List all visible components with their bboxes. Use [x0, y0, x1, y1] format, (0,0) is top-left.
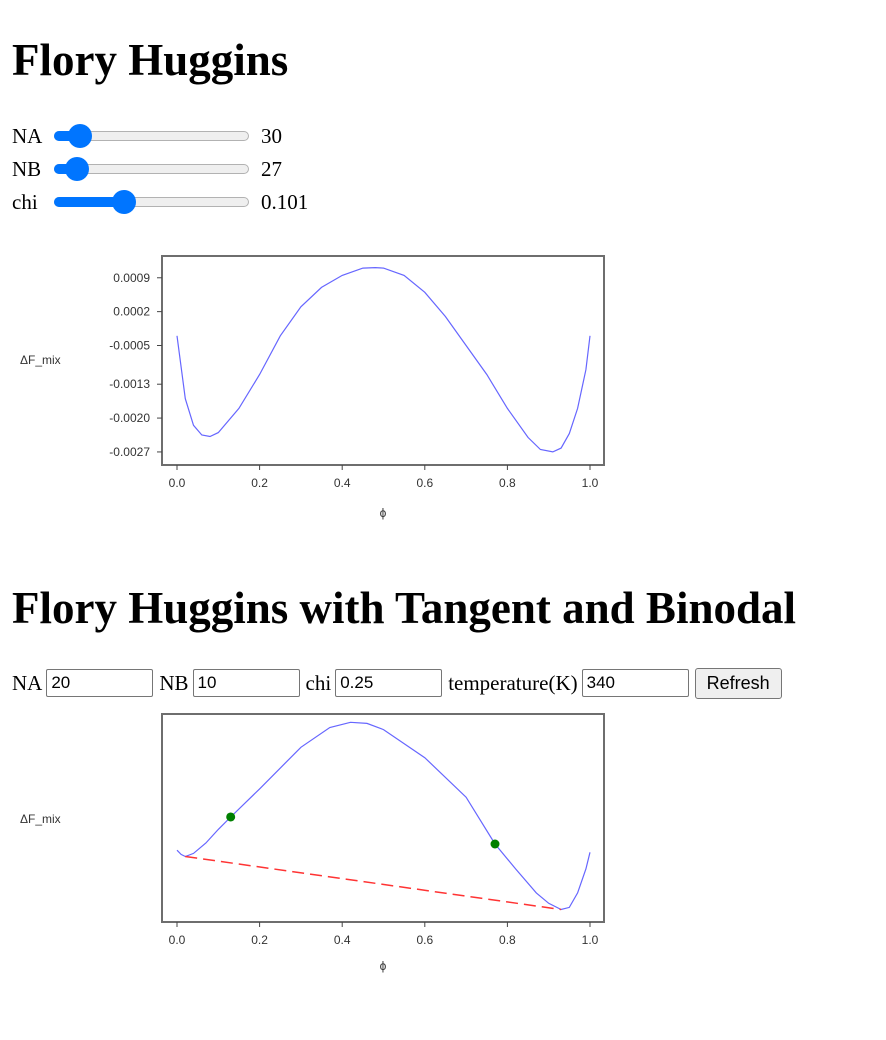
x-tick-label: 0.4: [334, 476, 351, 490]
parameter-controls: NA NB chi temperature(K) Refresh: [12, 667, 782, 699]
slider-label-chi: chi: [12, 189, 38, 214]
slider-thumb[interactable]: [68, 124, 93, 148]
x-tick-label: 0.0: [169, 476, 186, 490]
refresh-button[interactable]: Refresh: [694, 667, 782, 699]
x-tick-label: 0.6: [416, 933, 433, 947]
x-tick-label: 0.8: [499, 476, 516, 490]
plot-frame: [161, 255, 605, 466]
x-axis-ticks: 0.0 0.2 0.4 0.6 0.8 1.0: [169, 922, 599, 947]
binodal-points: [226, 812, 500, 849]
y-tick-label: 0.0002: [113, 305, 150, 319]
na-field-label: NA: [12, 670, 43, 695]
na-input[interactable]: [46, 669, 154, 697]
x-axis-label: ϕ: [380, 506, 387, 520]
temperature-input[interactable]: [581, 669, 689, 697]
y-tick-label: -0.0020: [109, 411, 150, 425]
section-title-tangent-binodal: Flory Huggins with Tangent and Binodal: [12, 583, 797, 633]
nb-value: 27: [261, 156, 282, 181]
chi-field-label: chi: [305, 670, 332, 695]
y-tick-label: -0.0027: [109, 445, 150, 459]
slider-thumb[interactable]: [65, 157, 90, 181]
y-tick-label: -0.0005: [109, 339, 150, 353]
tangent-binodal-chart-svg: 0.0 0.2 0.4 0.6 0.8 1.0 ΔF_mix ϕ: [20, 713, 605, 973]
free-energy-chart: 0.0 0.2 0.4 0.6 0.8 1.0 0.0009 0.0002 -0.0005 -0…: [0, 240, 640, 535]
x-tick-label: 1.0: [582, 476, 599, 490]
tangent-binodal-chart: 0.0 0.2 0.4 0.6 0.8 1.0 ΔF_mix ϕ: [0, 700, 640, 985]
temperature-field-label: temperature(K): [448, 670, 578, 695]
y-axis-ticks: 0.0009 0.0002 -0.0005 -0.0013 -0.0020 -0.0027: [109, 271, 162, 459]
free-energy-curve: [176, 721, 591, 911]
binodal-point: [226, 812, 236, 822]
x-tick-label: 0.2: [251, 476, 268, 490]
x-tick-label: 0.0: [169, 933, 186, 947]
nb-slider[interactable]: [54, 157, 249, 181]
y-axis-label: ΔF_mix: [20, 353, 61, 367]
slider-row-na: NA 30: [12, 121, 282, 151]
free-energy-curve: [176, 266, 591, 453]
na-slider[interactable]: [54, 124, 249, 148]
nb-field-label: NB: [159, 670, 189, 695]
slider-fill: [54, 197, 125, 207]
nb-input[interactable]: [192, 669, 300, 697]
x-axis-ticks: 0.0 0.2 0.4 0.6 0.8 1.0: [169, 465, 599, 490]
slider-thumb[interactable]: [112, 190, 137, 214]
x-tick-label: 0.4: [334, 933, 351, 947]
common-tangent-line: [185, 855, 562, 911]
x-tick-label: 0.6: [416, 476, 433, 490]
chi-value: 0.101: [261, 189, 309, 214]
y-tick-label: -0.0013: [109, 377, 150, 391]
x-tick-label: 0.8: [499, 933, 516, 947]
page-title: Flory Huggins: [12, 35, 289, 85]
slider-row-chi: chi 0.101: [12, 187, 308, 217]
x-tick-label: 0.2: [251, 933, 268, 947]
binodal-point: [490, 839, 500, 849]
chi-slider[interactable]: [54, 190, 249, 214]
slider-row-nb: NB 27: [12, 154, 282, 184]
y-tick-label: 0.0009: [113, 271, 150, 285]
na-value: 30: [261, 123, 282, 148]
plot-frame: [161, 713, 605, 923]
slider-label-nb: NB: [12, 156, 42, 181]
y-axis-label: ΔF_mix: [20, 812, 61, 826]
chi-input[interactable]: [335, 669, 443, 697]
x-axis-label: ϕ: [380, 959, 387, 973]
slider-label-na: NA: [12, 123, 43, 148]
slider-fill: [54, 131, 81, 141]
x-tick-label: 1.0: [582, 933, 599, 947]
free-energy-chart-svg: 0.0 0.2 0.4 0.6 0.8 1.0 0.0009 0.0002 -0.0005 -0…: [20, 255, 605, 520]
